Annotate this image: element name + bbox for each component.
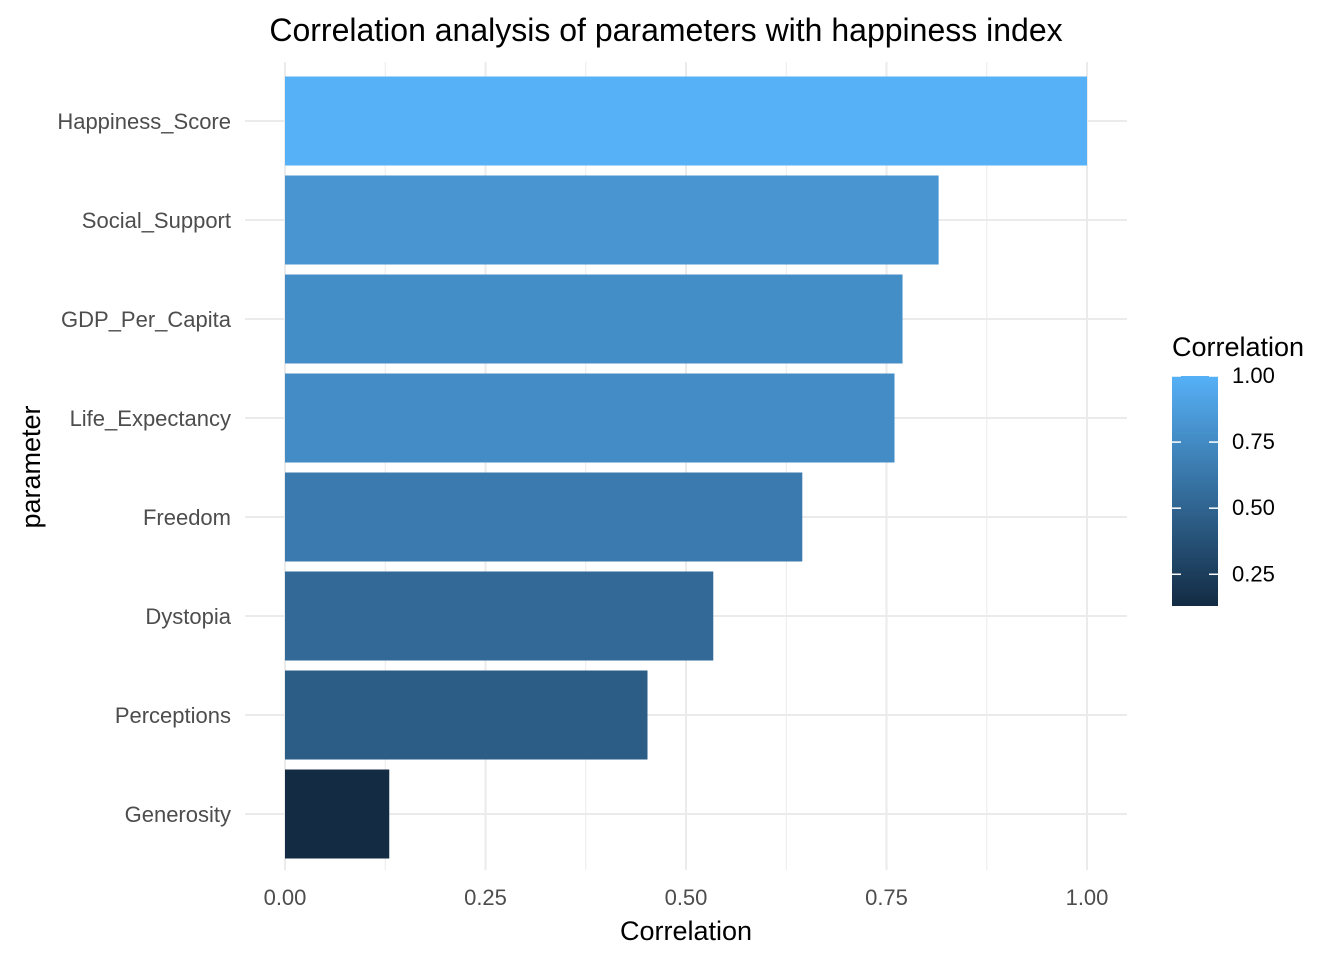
bar-generosity: [285, 769, 390, 859]
bar-dystopia: [285, 571, 714, 661]
x-tick-label: 0.00: [264, 885, 307, 910]
bar-life-expectancy: [285, 373, 895, 463]
bar-social-support: [285, 175, 939, 265]
chart-title: Correlation analysis of parameters with …: [269, 12, 1062, 48]
legend-colorbar: [1172, 376, 1218, 606]
x-tick-label: 0.50: [665, 885, 708, 910]
y-tick-label: Perceptions: [115, 703, 231, 728]
x-tick-label: 0.75: [865, 885, 908, 910]
bar-freedom: [285, 472, 803, 562]
x-axis-title: Correlation: [620, 916, 752, 946]
legend-title: Correlation: [1172, 332, 1304, 362]
x-tick-label: 0.25: [464, 885, 507, 910]
bar-perceptions: [285, 670, 648, 760]
legend-tick-label: 0.25: [1232, 561, 1275, 586]
bars: [285, 76, 1087, 859]
y-tick-label: Dystopia: [145, 604, 231, 629]
y-axis-title: parameter: [16, 405, 46, 528]
legend-tick-label: 1.00: [1232, 363, 1275, 388]
bar-happiness-score: [285, 76, 1087, 166]
bar-gdp-per-capita: [285, 274, 903, 364]
y-tick-label: GDP_Per_Capita: [61, 307, 232, 332]
y-tick-label: Freedom: [143, 505, 231, 530]
y-tick-label: Generosity: [125, 802, 231, 827]
y-tick-label: Social_Support: [82, 208, 231, 233]
y-tick-label: Happiness_Score: [57, 109, 231, 134]
y-tick-label: Life_Expectancy: [70, 406, 231, 431]
color-legend: Correlation 1.00 0.75 0.50 0.25: [1172, 332, 1304, 606]
x-tick-label: 1.00: [1066, 885, 1109, 910]
legend-tick-label: 0.75: [1232, 429, 1275, 454]
legend-tick-label: 0.50: [1232, 495, 1275, 520]
y-axis-tick-labels: Happiness_Score Social_Support GDP_Per_Cap…: [57, 109, 231, 827]
x-axis-tick-labels: 0.00 0.25 0.50 0.75 1.00: [264, 885, 1109, 910]
